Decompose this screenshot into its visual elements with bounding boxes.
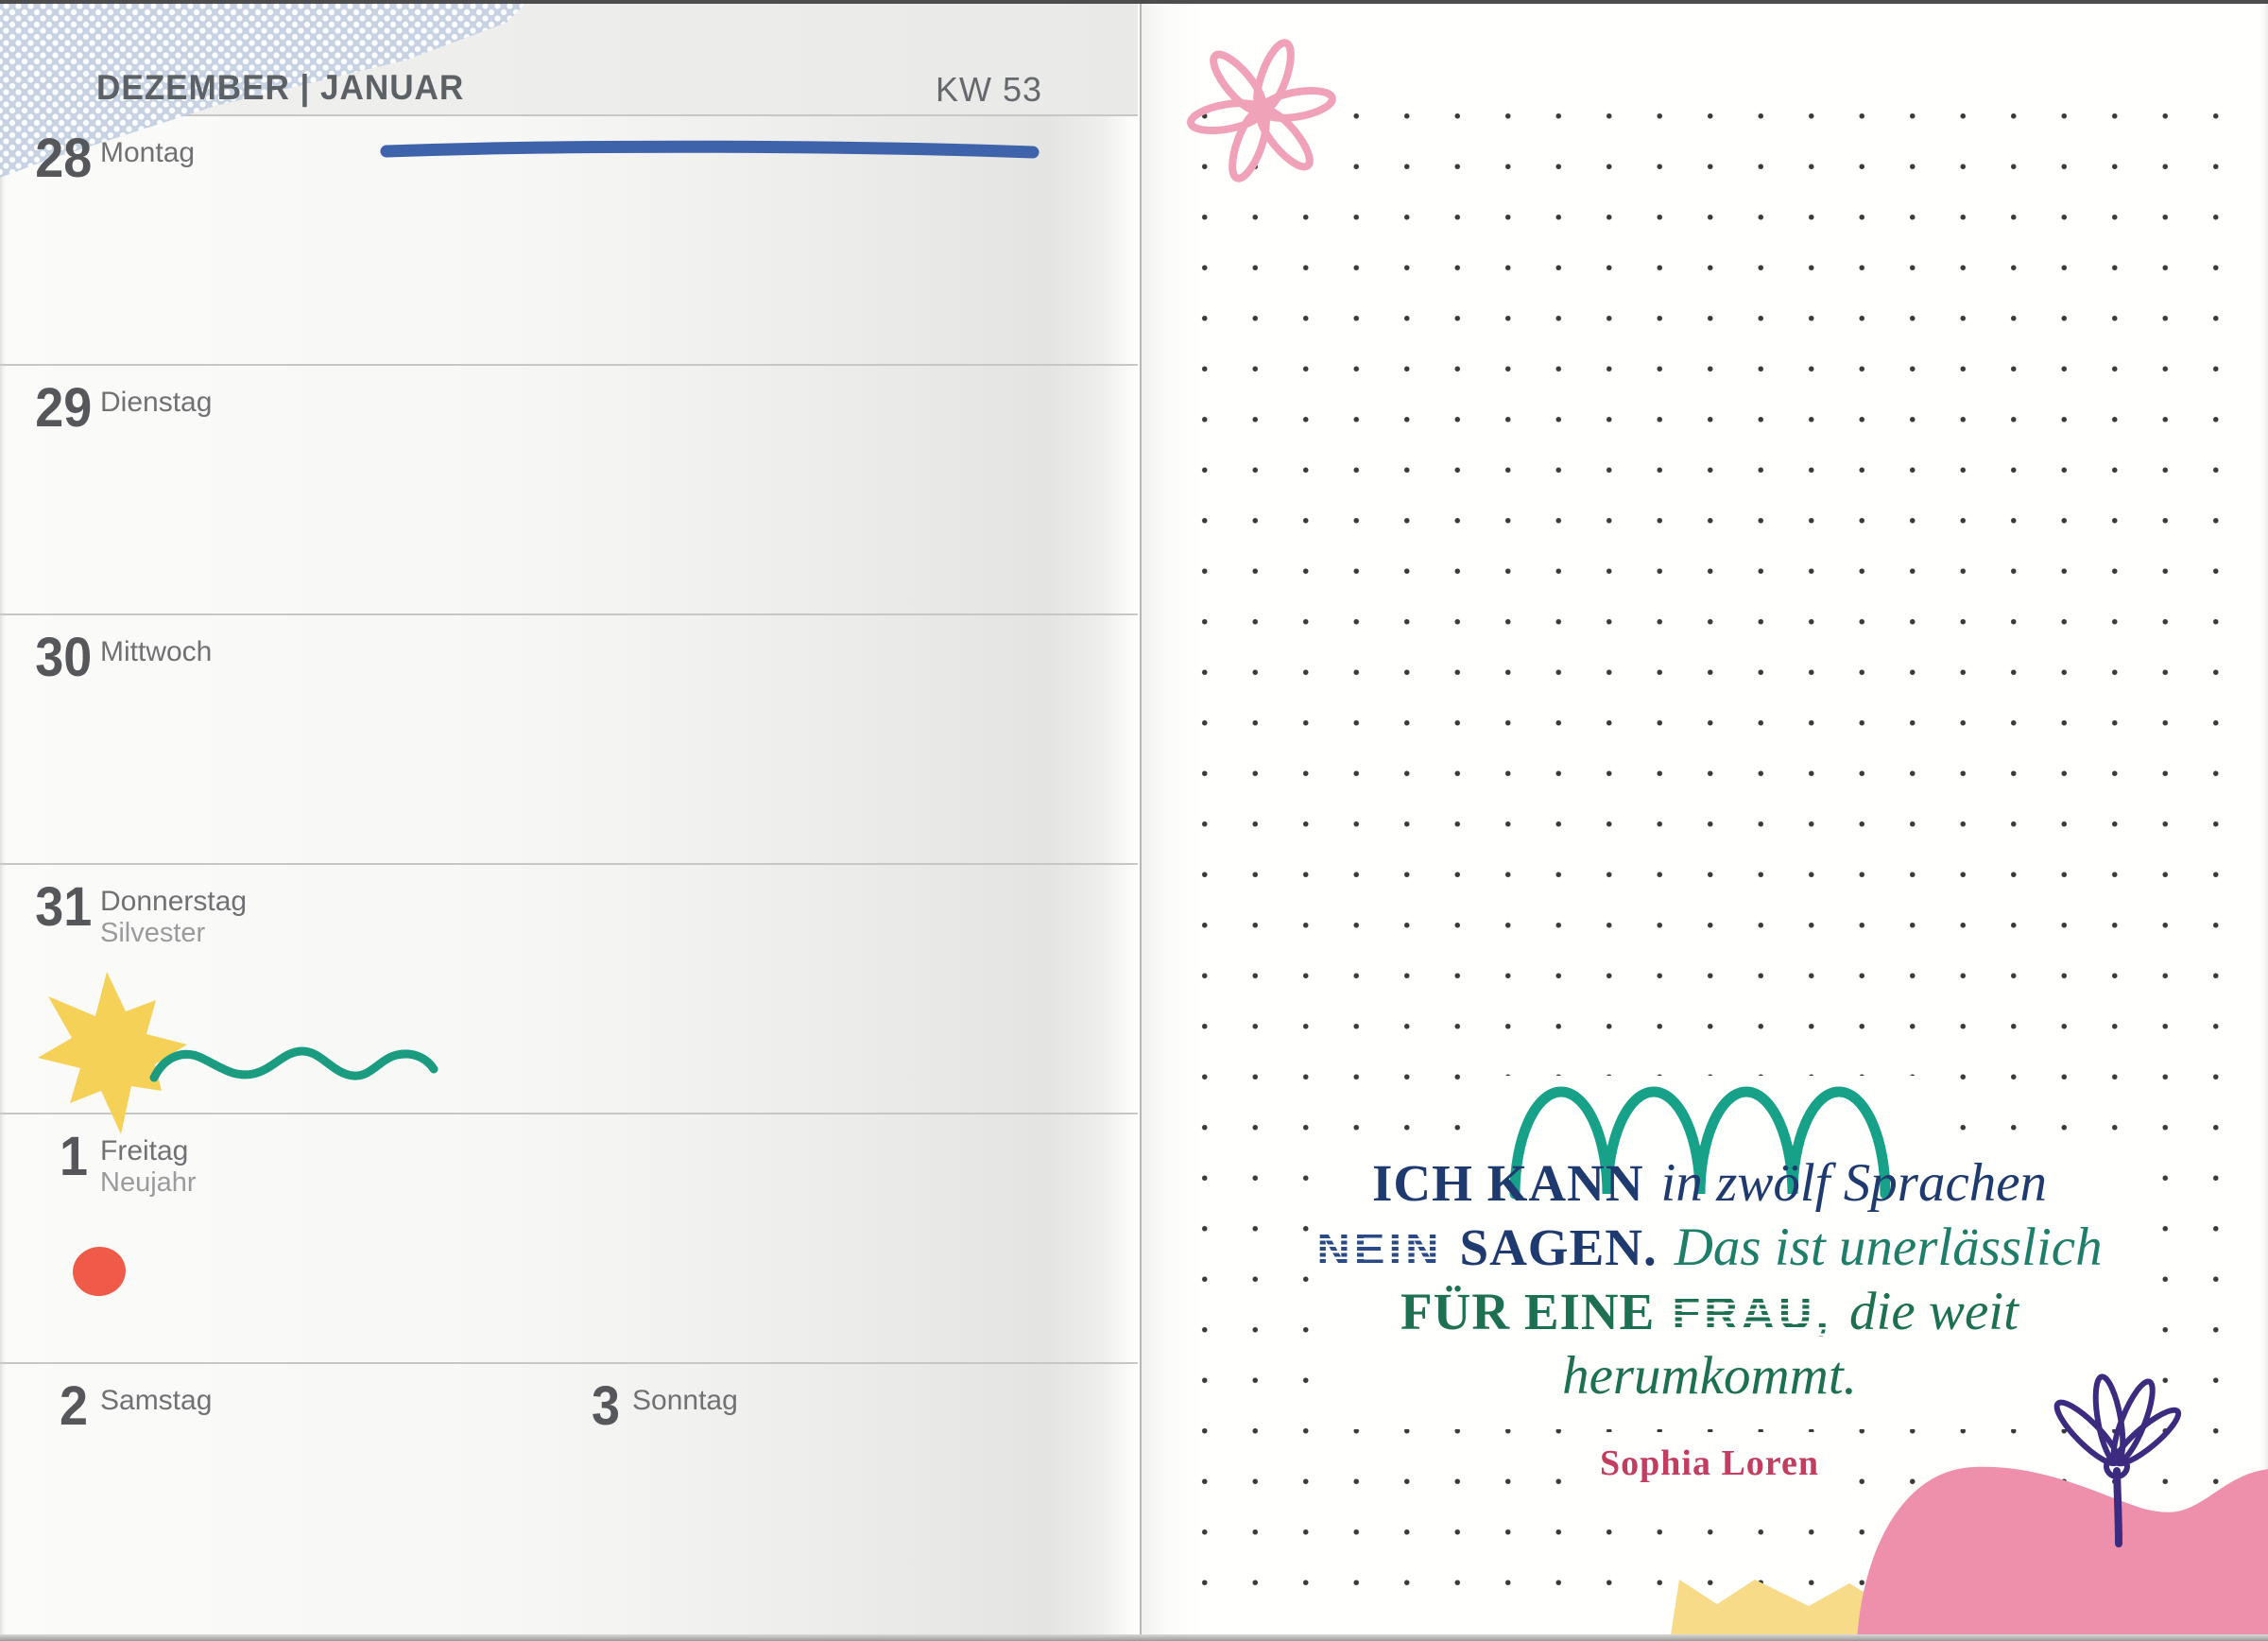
day-number: 1	[59, 1126, 88, 1187]
wave-squiggle-icon	[149, 1046, 438, 1082]
row-separator	[0, 863, 1138, 865]
day-row-saturday: 2 Samstag	[31, 1375, 213, 1437]
day-row-friday: 1 Freitag Neujahr	[31, 1126, 197, 1199]
weekday-label: Sonntag	[632, 1385, 738, 1416]
left-page: DEZEMBER | JANUAR KW 53 28 Montag 29 Die…	[0, 0, 1138, 1641]
day-row-wednesday: 30 Mittwoch	[31, 627, 213, 688]
row-separator	[0, 613, 1138, 615]
day-row-sunday: 3 Sonntag	[563, 1375, 738, 1437]
day-row-thursday: 31 Donnerstag Silvester	[31, 876, 248, 949]
row-separator	[0, 364, 1138, 366]
quote-text-italic: Das ist unerlässlich	[1674, 1218, 2103, 1277]
quote-text-display: NEIN	[1316, 1224, 1443, 1275]
right-page: ICH KANN in zwölf Sprachen NEIN SAGEN. D…	[1140, 0, 2268, 1641]
quote-text-display: FRAU,	[1672, 1288, 1833, 1339]
header-rule	[0, 114, 1138, 116]
quote-backdrop	[1567, 1432, 1837, 1495]
holiday-label: Neujahr	[100, 1167, 197, 1198]
day-row-monday: 28 Montag	[31, 130, 195, 188]
star-doodle-icon	[38, 972, 187, 1134]
holiday-label: Silvester	[100, 918, 206, 948]
weekday-label: Samstag	[100, 1385, 213, 1416]
day-row-tuesday: 29 Dienstag	[31, 377, 213, 439]
weekday-label: Dienstag	[100, 387, 213, 418]
quote-line-1: ICH KANN in zwölf Sprachen	[1280, 1151, 2139, 1216]
month-title: DEZEMBER | JANUAR	[96, 68, 465, 107]
day-number: 29	[35, 377, 93, 439]
quote-line-2: NEIN SAGEN. Das ist unerlässlich	[1280, 1216, 2139, 1280]
weekday-label: Montag	[100, 137, 196, 168]
weekday-label: Donnerstag	[100, 886, 248, 917]
quote-attribution: Sophia Loren	[1600, 1443, 1819, 1483]
quote-text-caps: FÜR EINE	[1400, 1283, 1656, 1340]
week-number: KW 53	[935, 70, 1042, 109]
quote-line-3: FÜR EINE FRAU, die weit	[1280, 1280, 2139, 1344]
quote-text-italic: die weit	[1849, 1282, 2019, 1341]
row-separator	[0, 1113, 1138, 1114]
weekday-label: Mittwoch	[100, 636, 213, 667]
row-separator	[0, 1362, 1138, 1364]
blue-marker-line-icon	[380, 140, 1040, 159]
quote-text-italic: herumkommt.	[1562, 1346, 1857, 1406]
quote-block: ICH KANN in zwölf Sprachen NEIN SAGEN. D…	[1280, 1151, 2139, 1484]
quote-line-4: herumkommt.	[1280, 1344, 2139, 1408]
day-number: 31	[35, 876, 93, 938]
day-number: 2	[59, 1375, 88, 1437]
day-number: 30	[35, 627, 93, 688]
quote-text-caps: SAGEN.	[1459, 1218, 1658, 1276]
day-number: 28	[35, 128, 93, 189]
quote-text-italic: in zwölf Sprachen	[1660, 1153, 2048, 1213]
quote-text-caps: ICH KANN	[1371, 1154, 1644, 1212]
day-number: 3	[591, 1375, 620, 1437]
weekday-label: Freitag	[100, 1135, 189, 1166]
red-dot-sticker-icon	[73, 1246, 126, 1297]
